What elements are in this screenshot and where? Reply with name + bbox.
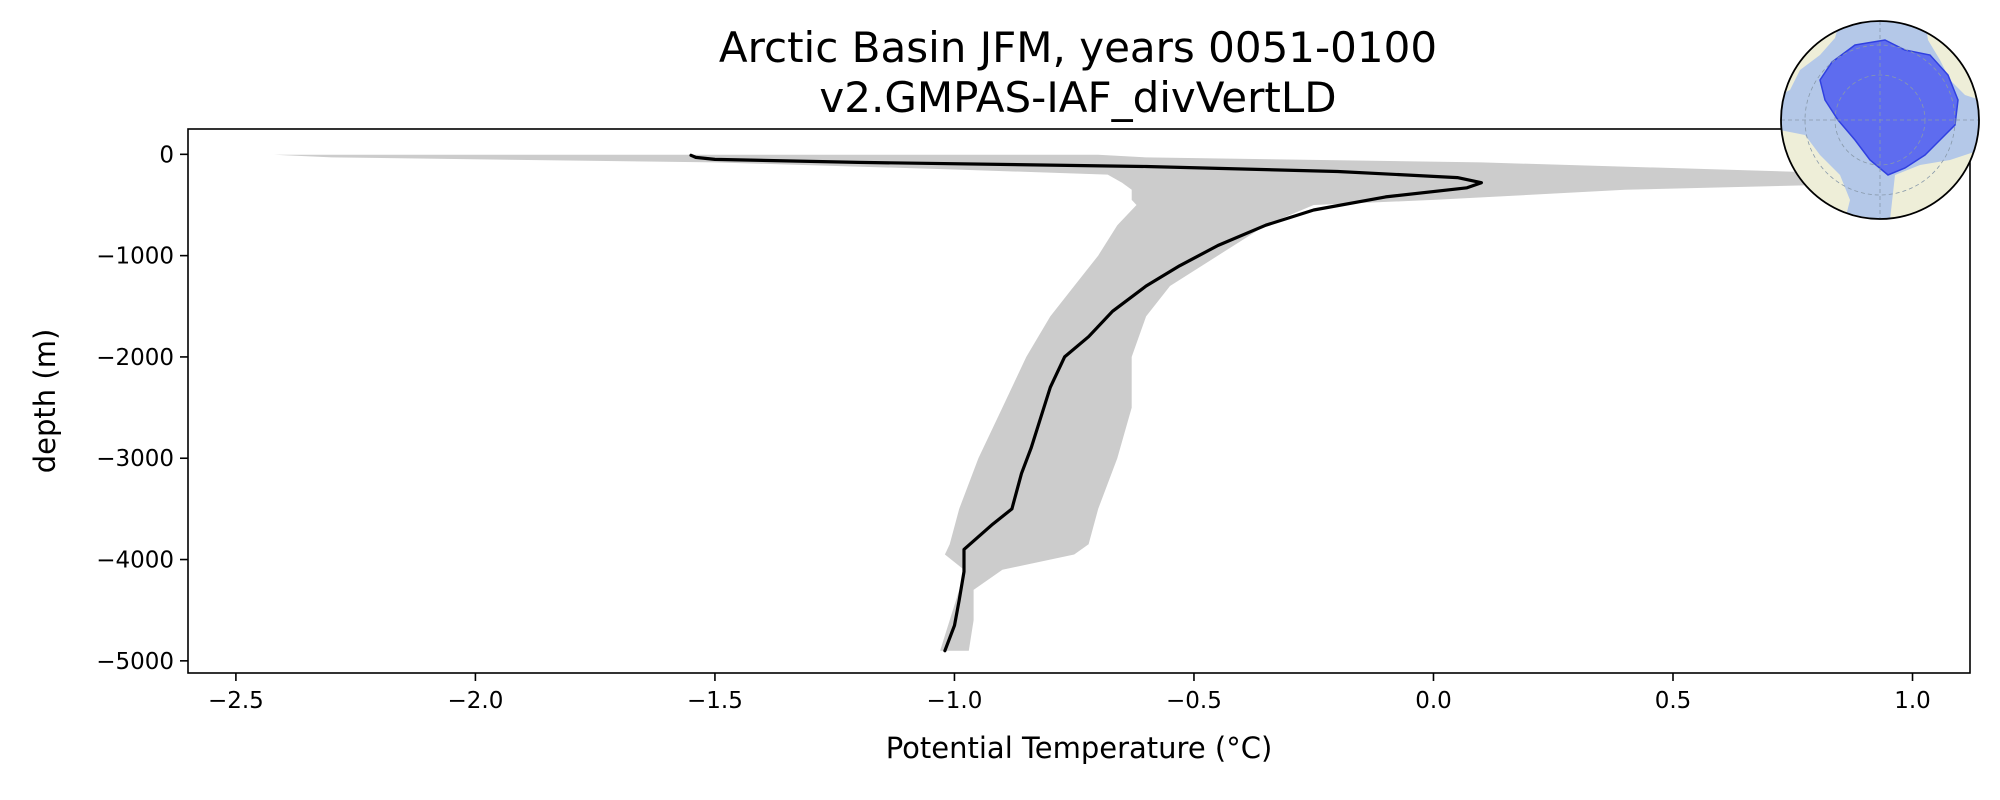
x-tick-label: −2.5: [208, 688, 264, 714]
y-tick-label: −5000: [96, 649, 174, 675]
y-axis: 0 −1000 −2000 −3000 −4000 −5000: [96, 142, 188, 675]
x-tick-label: 0.0: [1415, 688, 1452, 714]
mean-line: [689, 153, 1484, 653]
x-tick-label: −1.0: [927, 688, 983, 714]
arctic-basin-region-map: [1780, 20, 1980, 220]
y-tick-label: −4000: [96, 548, 174, 574]
plot-frame: [187, 128, 1971, 674]
x-tick-label: −1.5: [687, 688, 743, 714]
x-axis-label: Potential Temperature (°C): [886, 731, 1273, 765]
map-graticule: [1804, 44, 1956, 196]
x-tick-label: −2.0: [447, 688, 503, 714]
y-tick-label: −2000: [96, 345, 174, 371]
map-graticule: [1781, 21, 1979, 219]
map-border: [1780, 20, 1980, 220]
x-axis: −2.5 −2.0 −1.5 −1.0 −0.5 0.0 0.5 1.0: [208, 673, 1931, 714]
y-tick-label: 0: [159, 142, 174, 168]
x-tick-label: 1.0: [1894, 688, 1931, 714]
y-tick-label: −3000: [96, 446, 174, 472]
x-tick-label: −0.5: [1166, 688, 1222, 714]
range-band: [274, 154, 1913, 651]
plot-area: [187, 128, 1971, 674]
y-tick-label: −1000: [96, 244, 174, 270]
chart-title: Arctic Basin JFM, years 0051-0100: [719, 23, 1437, 72]
chart-subtitle: v2.GMPAS-IAF_divVertLD: [819, 73, 1336, 122]
x-tick-label: 0.5: [1655, 688, 1692, 714]
y-axis-label: depth (m): [28, 329, 62, 474]
arctic-region: [1819, 39, 1959, 176]
map-graticule: [1834, 74, 1926, 166]
